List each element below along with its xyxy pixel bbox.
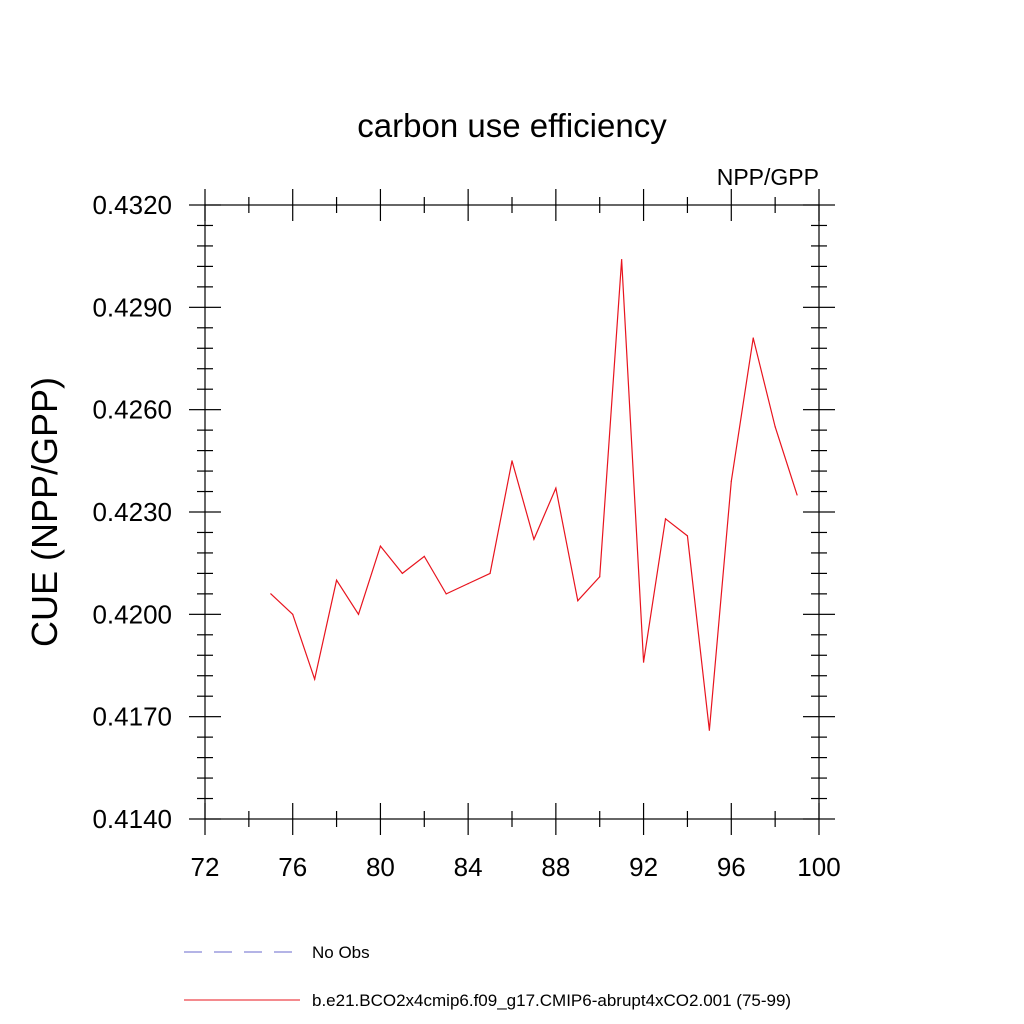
data-point [796, 494, 798, 496]
data-point [577, 600, 579, 602]
y-tick-label: 0.4290 [92, 292, 172, 322]
data-point [708, 729, 710, 731]
chart-title: carbon use efficiency [357, 107, 667, 144]
y-axis-label: CUE (NPP/GPP) [24, 377, 65, 647]
data-point [752, 337, 754, 339]
legend-label-0: No Obs [312, 943, 370, 962]
data-point [511, 460, 513, 462]
data-point [664, 518, 667, 520]
y-tick-label: 0.4260 [92, 395, 172, 425]
data-point [730, 480, 732, 482]
data-point [489, 572, 491, 575]
data-point [467, 583, 469, 585]
data-point [314, 678, 316, 680]
x-tick-label: 92 [629, 852, 658, 882]
data-point [686, 535, 689, 537]
data-point [445, 593, 447, 595]
y-tick-label: 0.4230 [92, 497, 172, 527]
data-point [270, 593, 272, 595]
axis-ticks: 72 76 80 84 88 92 96 100 0.4140 0.4170 0.4200 0.423… [92, 189, 841, 882]
data-point [555, 487, 557, 489]
legend-label-1: b.e21.BCO2x4cmip6.f09_g17.CMIP6-abrupt4x… [312, 991, 791, 1010]
y-tick-label: 0.4200 [92, 599, 172, 629]
plot-frame [204, 204, 820, 820]
x-tick-label: 76 [278, 852, 307, 882]
x-tick-label: 80 [366, 852, 395, 882]
data-point [423, 555, 425, 557]
x-tick-label: 72 [191, 852, 220, 882]
data-point [401, 572, 403, 575]
data-point [379, 545, 382, 547]
data-series [270, 258, 798, 731]
x-tick-label: 84 [454, 852, 483, 882]
x-tick-label: 96 [717, 852, 746, 882]
data-point [774, 426, 776, 428]
data-point [357, 613, 360, 615]
x-tick-label: 88 [541, 852, 570, 882]
legend: No Obs b.e21.BCO2x4cmip6.f09_g17.CMIP6-ab… [184, 943, 791, 1010]
data-point [621, 258, 623, 261]
data-point [533, 538, 535, 540]
series-line-1 [270, 259, 798, 731]
y-tick-label: 0.4170 [92, 702, 172, 732]
y-tick-label: 0.4140 [92, 804, 172, 834]
chart-subtitle: NPP/GPP [717, 164, 819, 190]
y-tick-label: 0.4320 [92, 190, 172, 220]
data-point [599, 576, 601, 578]
data-point [642, 661, 645, 663]
data-point [292, 613, 294, 615]
x-tick-label: 100 [797, 852, 840, 882]
data-point [335, 579, 338, 581]
